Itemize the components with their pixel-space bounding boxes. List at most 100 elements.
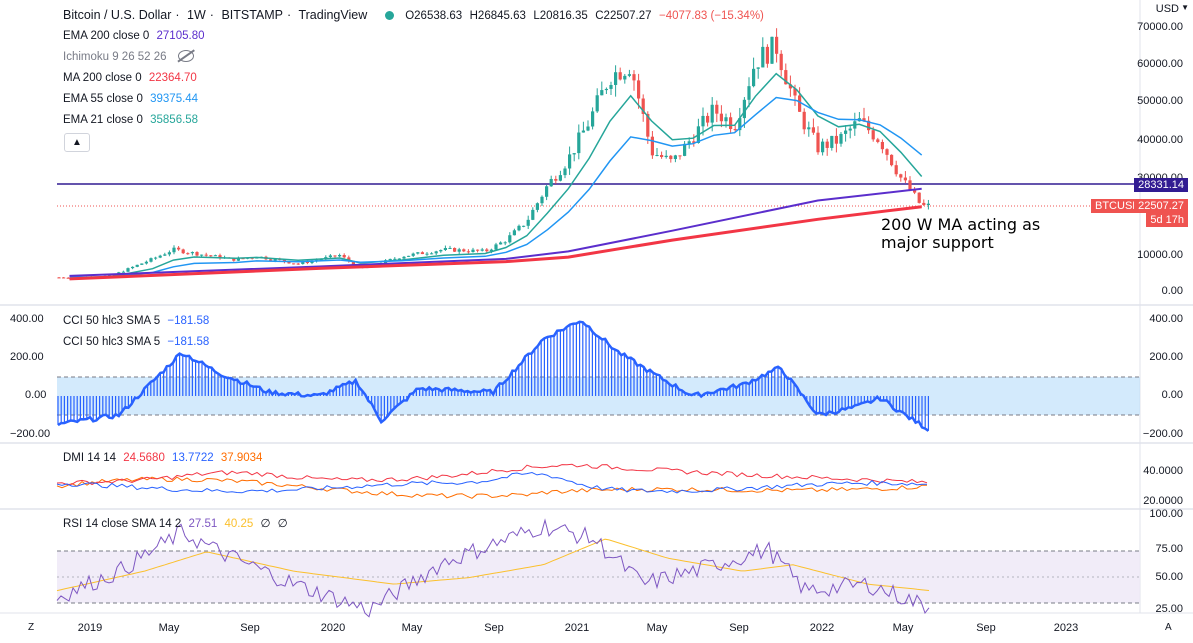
candle-body xyxy=(710,104,714,123)
legend-cci-2[interactable]: CCI 50 hlc3 SMA 5 −181.58 xyxy=(63,335,213,349)
auto-scale-button[interactable]: A xyxy=(1165,622,1172,633)
candle-body xyxy=(420,252,424,255)
legend-ma200[interactable]: MA 200 close 0 22364.70 xyxy=(63,71,201,85)
timezone-button[interactable]: Z xyxy=(28,622,35,633)
candle-body xyxy=(190,252,194,254)
candle-body xyxy=(158,255,162,258)
interval[interactable]: 1W xyxy=(187,8,206,22)
candle-body xyxy=(687,141,691,144)
candle-body xyxy=(512,230,516,236)
legend-value: 13.7722 xyxy=(172,452,214,464)
rsi-tick: 75.00 xyxy=(1155,543,1183,555)
candle-body xyxy=(393,258,397,260)
candle-body xyxy=(453,247,457,252)
candle-body xyxy=(903,177,907,181)
candle-body xyxy=(121,271,125,273)
candle-body xyxy=(729,117,733,130)
ticker-tag: BTCUSD xyxy=(1091,199,1145,213)
hidden-eye-icon[interactable] xyxy=(177,50,194,62)
legend-dmi[interactable]: DMI 14 14 24.5680 13.7722 37.9034 xyxy=(63,451,266,465)
candle-body xyxy=(338,254,342,257)
candle-body xyxy=(522,225,526,227)
legend-rsi[interactable]: RSI 14 close SMA 14 2 27.51 40.25 ∅ ∅ xyxy=(63,517,292,531)
chart-annotation[interactable]: 200 W MA acting as major support xyxy=(881,216,1040,252)
dmi-minus-di-line xyxy=(56,471,928,494)
candle-body xyxy=(627,74,631,76)
candle-body xyxy=(292,263,296,265)
candle-body xyxy=(57,277,61,279)
legend-value: −181.58 xyxy=(167,336,210,348)
price-tick: 70000.00 xyxy=(1137,21,1183,33)
candle-body xyxy=(577,132,581,154)
candle-body xyxy=(876,139,880,142)
time-tick: Sep xyxy=(240,622,260,634)
candle-body xyxy=(273,258,277,261)
candle-body xyxy=(163,254,167,256)
candle-body xyxy=(701,115,705,127)
legend-value: 24.5680 xyxy=(123,452,165,464)
time-tick: May xyxy=(646,622,668,634)
legend-label: CCI 50 hlc3 SMA 5 xyxy=(63,315,161,327)
candle-body xyxy=(195,252,199,256)
legend-ema55[interactable]: EMA 55 close 0 39375.44 xyxy=(63,92,202,106)
candle-body xyxy=(784,70,788,85)
legend-ema200[interactable]: EMA 200 close 0 27105.80 xyxy=(63,29,208,43)
legend-value: 37.9034 xyxy=(220,452,263,464)
ohlc-open: O26538.63 xyxy=(405,10,463,22)
candle-body xyxy=(319,259,323,261)
ohlc-high: H26845.63 xyxy=(469,10,526,22)
legend-value: ∅ xyxy=(277,518,288,530)
legend-value: 22364.70 xyxy=(148,72,197,84)
candle-body xyxy=(241,258,245,260)
legend-cci-1[interactable]: CCI 50 hlc3 SMA 5 −181.58 xyxy=(63,314,213,328)
currency-dropdown-icon[interactable]: ▼ xyxy=(1181,3,1189,12)
candle-body xyxy=(788,84,792,89)
candle-body xyxy=(425,253,429,255)
ohlc-change: −4077.83 (−15.34%) xyxy=(659,10,764,22)
legend-ema21[interactable]: EMA 21 close 0 35856.58 xyxy=(63,113,202,127)
time-tick: May xyxy=(158,622,180,634)
candle-body xyxy=(747,86,751,100)
candle-body xyxy=(397,258,401,260)
candle-body xyxy=(765,46,769,64)
ema200-line xyxy=(69,187,922,277)
legend-label: DMI 14 14 xyxy=(63,452,117,464)
legend-label: CCI 50 hlc3 SMA 5 xyxy=(63,336,161,348)
candle-body xyxy=(236,258,240,261)
cci-line xyxy=(57,320,930,432)
price-tick: 10000.00 xyxy=(1137,249,1183,261)
candle-body xyxy=(811,127,815,133)
candle-body xyxy=(135,264,139,267)
candle-body xyxy=(821,141,825,153)
candle-body xyxy=(172,247,176,253)
time-tick: 2022 xyxy=(809,622,835,634)
candle-body xyxy=(793,88,797,96)
legend-value: 27105.80 xyxy=(156,30,205,42)
candle-body xyxy=(683,143,687,156)
symbol-name[interactable]: Bitcoin / U.S. Dollar xyxy=(63,8,172,22)
cci-tick: 400.00 xyxy=(1149,313,1183,325)
legend-ichimoku[interactable]: Ichimoku 9 26 52 26 xyxy=(63,50,198,64)
candle-body xyxy=(922,202,926,205)
candle-body xyxy=(664,155,668,158)
candle-body xyxy=(880,141,884,150)
candle-body xyxy=(62,277,66,279)
dmi-adx-line xyxy=(56,476,928,499)
candle-body xyxy=(591,111,595,127)
symbol-title-row[interactable]: Bitcoin / U.S. Dollar · 1W · BITSTAMP · Tra… xyxy=(63,8,764,22)
collapse-legend-button[interactable]: ▲ xyxy=(64,133,90,152)
currency-label[interactable]: USD xyxy=(1155,3,1179,15)
time-tick: 2020 xyxy=(320,622,346,634)
candle-body xyxy=(742,99,746,119)
dmi-tick: 40.0000 xyxy=(1143,465,1183,477)
candle-body xyxy=(333,255,337,257)
cci-left-tick: 200.00 xyxy=(10,351,44,363)
time-tick: 2023 xyxy=(1053,622,1079,634)
cci-histogram xyxy=(57,321,930,431)
line-price-tag[interactable]: 28331.14 xyxy=(1134,178,1188,192)
candle-body xyxy=(186,253,190,255)
candle-body xyxy=(673,155,677,160)
legend-label: EMA 55 close 0 xyxy=(63,93,143,105)
candle-body xyxy=(825,141,829,148)
